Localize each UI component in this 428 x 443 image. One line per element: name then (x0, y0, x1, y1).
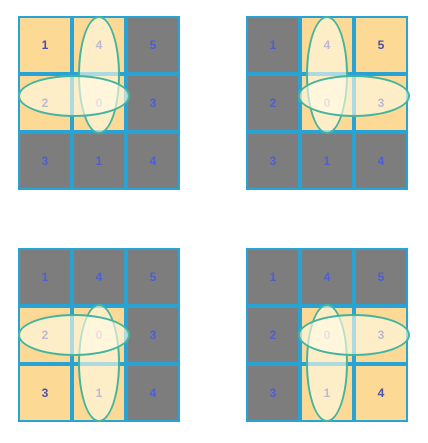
grid-cell: 4 (72, 248, 126, 306)
grid-cell: 3 (18, 364, 72, 422)
grid-cell: 5 (126, 248, 180, 306)
grid-cell: 1 (18, 16, 72, 74)
grid-cell: 3 (18, 132, 72, 190)
grid-cell: 0 (72, 306, 126, 364)
grid-cell: 4 (126, 364, 180, 422)
grid-cell: 4 (354, 132, 408, 190)
grid-cell: 4 (72, 16, 126, 74)
grid-cell: 2 (18, 74, 72, 132)
grid-cell: 1 (300, 364, 354, 422)
grid-cell: 1 (18, 248, 72, 306)
grid-cell: 2 (246, 306, 300, 364)
grid-cell: 4 (300, 16, 354, 74)
grid-cell: 3 (354, 306, 408, 364)
grid-cell: 3 (246, 132, 300, 190)
grid-cell: 4 (300, 248, 354, 306)
grid-cell: 3 (246, 364, 300, 422)
grid-cell: 0 (300, 74, 354, 132)
grid-cell: 3 (126, 74, 180, 132)
grid-cell: 1 (246, 248, 300, 306)
grid-cell: 0 (72, 74, 126, 132)
grid-cell: 1 (300, 132, 354, 190)
grid-cell: 2 (18, 306, 72, 364)
grid-cell: 1 (72, 132, 126, 190)
grid-cell: 1 (246, 16, 300, 74)
grid-cell: 3 (354, 74, 408, 132)
grid-cell: 1 (72, 364, 126, 422)
grid-cell: 5 (126, 16, 180, 74)
grid-cell: 4 (126, 132, 180, 190)
grid-cell: 4 (354, 364, 408, 422)
grid-cell: 5 (354, 248, 408, 306)
grid-cell: 5 (354, 16, 408, 74)
grid-cell: 2 (246, 74, 300, 132)
grid-cell: 0 (300, 306, 354, 364)
grid-cell: 3 (126, 306, 180, 364)
